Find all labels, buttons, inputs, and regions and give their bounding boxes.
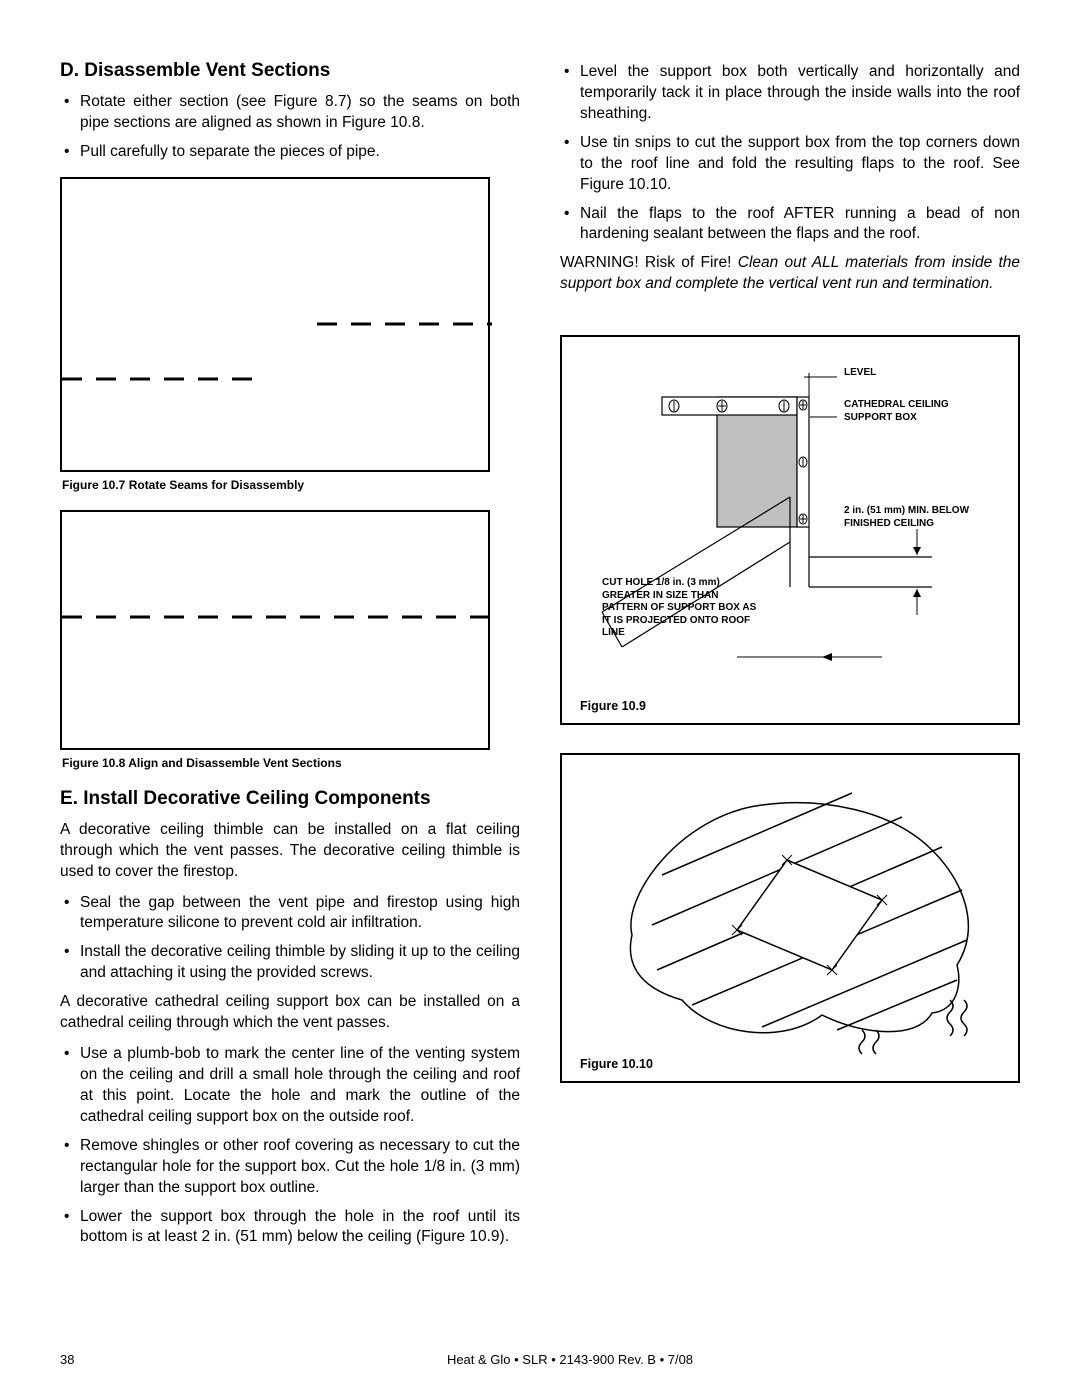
figure-10-8	[60, 510, 490, 750]
figure-10-10-caption: Figure 10.10	[580, 1057, 653, 1071]
list-item: Lower the support box through the hole i…	[80, 1207, 520, 1249]
fig109-label-below: 2 in. (51 mm) MIN. BELOW FINISHED CEILIN…	[844, 505, 1014, 530]
fig109-label-cut: CUT HOLE 1/8 in. (3 mm) GREATER IN SIZE …	[602, 577, 757, 640]
figure-10-9-svg	[562, 337, 1022, 727]
list-item: Use a plumb-bob to mark the center line …	[80, 1044, 520, 1128]
footer-text: Heat & Glo • SLR • 2143-900 Rev. B • 7/0…	[120, 1352, 1020, 1367]
page-number: 38	[60, 1352, 120, 1367]
list-item: Remove shingles or other roof covering a…	[80, 1136, 520, 1199]
figure-10-9: LEVEL CATHEDRAL CEILING SUPPORT BOX 2 in…	[560, 335, 1020, 725]
right-bullets: Level the support box both vertically an…	[560, 62, 1020, 245]
section-e-intro: A decorative ceiling thimble can be inst…	[60, 820, 520, 883]
page-footer: 38 Heat & Glo • SLR • 2143-900 Rev. B • …	[60, 1352, 1020, 1367]
list-item: Rotate either section (see Figure 8.7) s…	[80, 92, 520, 134]
figure-10-8-caption: Figure 10.8 Align and Disassemble Vent S…	[62, 756, 520, 770]
figure-10-10-svg	[562, 755, 1022, 1085]
fig109-label-cathedral: CATHEDRAL CEILING SUPPORT BOX	[844, 399, 994, 424]
figure-10-10: Figure 10.10	[560, 753, 1020, 1083]
section-e-list-1: Seal the gap between the vent pipe and f…	[60, 893, 520, 985]
section-e-para2: A decorative cathedral ceiling support b…	[60, 992, 520, 1034]
figure-10-7-svg	[62, 179, 492, 474]
fig109-label-level: LEVEL	[844, 367, 876, 378]
section-d-heading: D. Disassemble Vent Sections	[60, 60, 520, 82]
list-item: Install the decorative ceiling thimble b…	[80, 942, 520, 984]
figure-10-7-caption: Figure 10.7 Rotate Seams for Disassembly	[62, 478, 520, 492]
section-e-list-2: Use a plumb-bob to mark the center line …	[60, 1044, 520, 1248]
list-item: Nail the flaps to the roof AFTER running…	[580, 204, 1020, 246]
figure-10-7	[60, 177, 490, 472]
list-item: Level the support box both vertically an…	[580, 62, 1020, 125]
section-d-list: Rotate either section (see Figure 8.7) s…	[60, 92, 520, 163]
warning-text: WARNING! Risk of Fire! Clean out ALL mat…	[560, 253, 1020, 295]
list-item: Seal the gap between the vent pipe and f…	[80, 893, 520, 935]
figure-10-8-svg	[62, 512, 492, 752]
figure-10-9-caption: Figure 10.9	[580, 699, 646, 713]
page-columns: D. Disassemble Vent Sections Rotate eith…	[60, 60, 1020, 1256]
left-column: D. Disassemble Vent Sections Rotate eith…	[60, 60, 520, 1256]
list-item: Use tin snips to cut the support box fro…	[580, 133, 1020, 196]
right-column: Level the support box both vertically an…	[560, 60, 1020, 1256]
list-item: Pull carefully to separate the pieces of…	[80, 142, 520, 163]
warning-plain: WARNING! Risk of Fire!	[560, 254, 738, 271]
section-e-heading: E. Install Decorative Ceiling Components	[60, 788, 520, 810]
